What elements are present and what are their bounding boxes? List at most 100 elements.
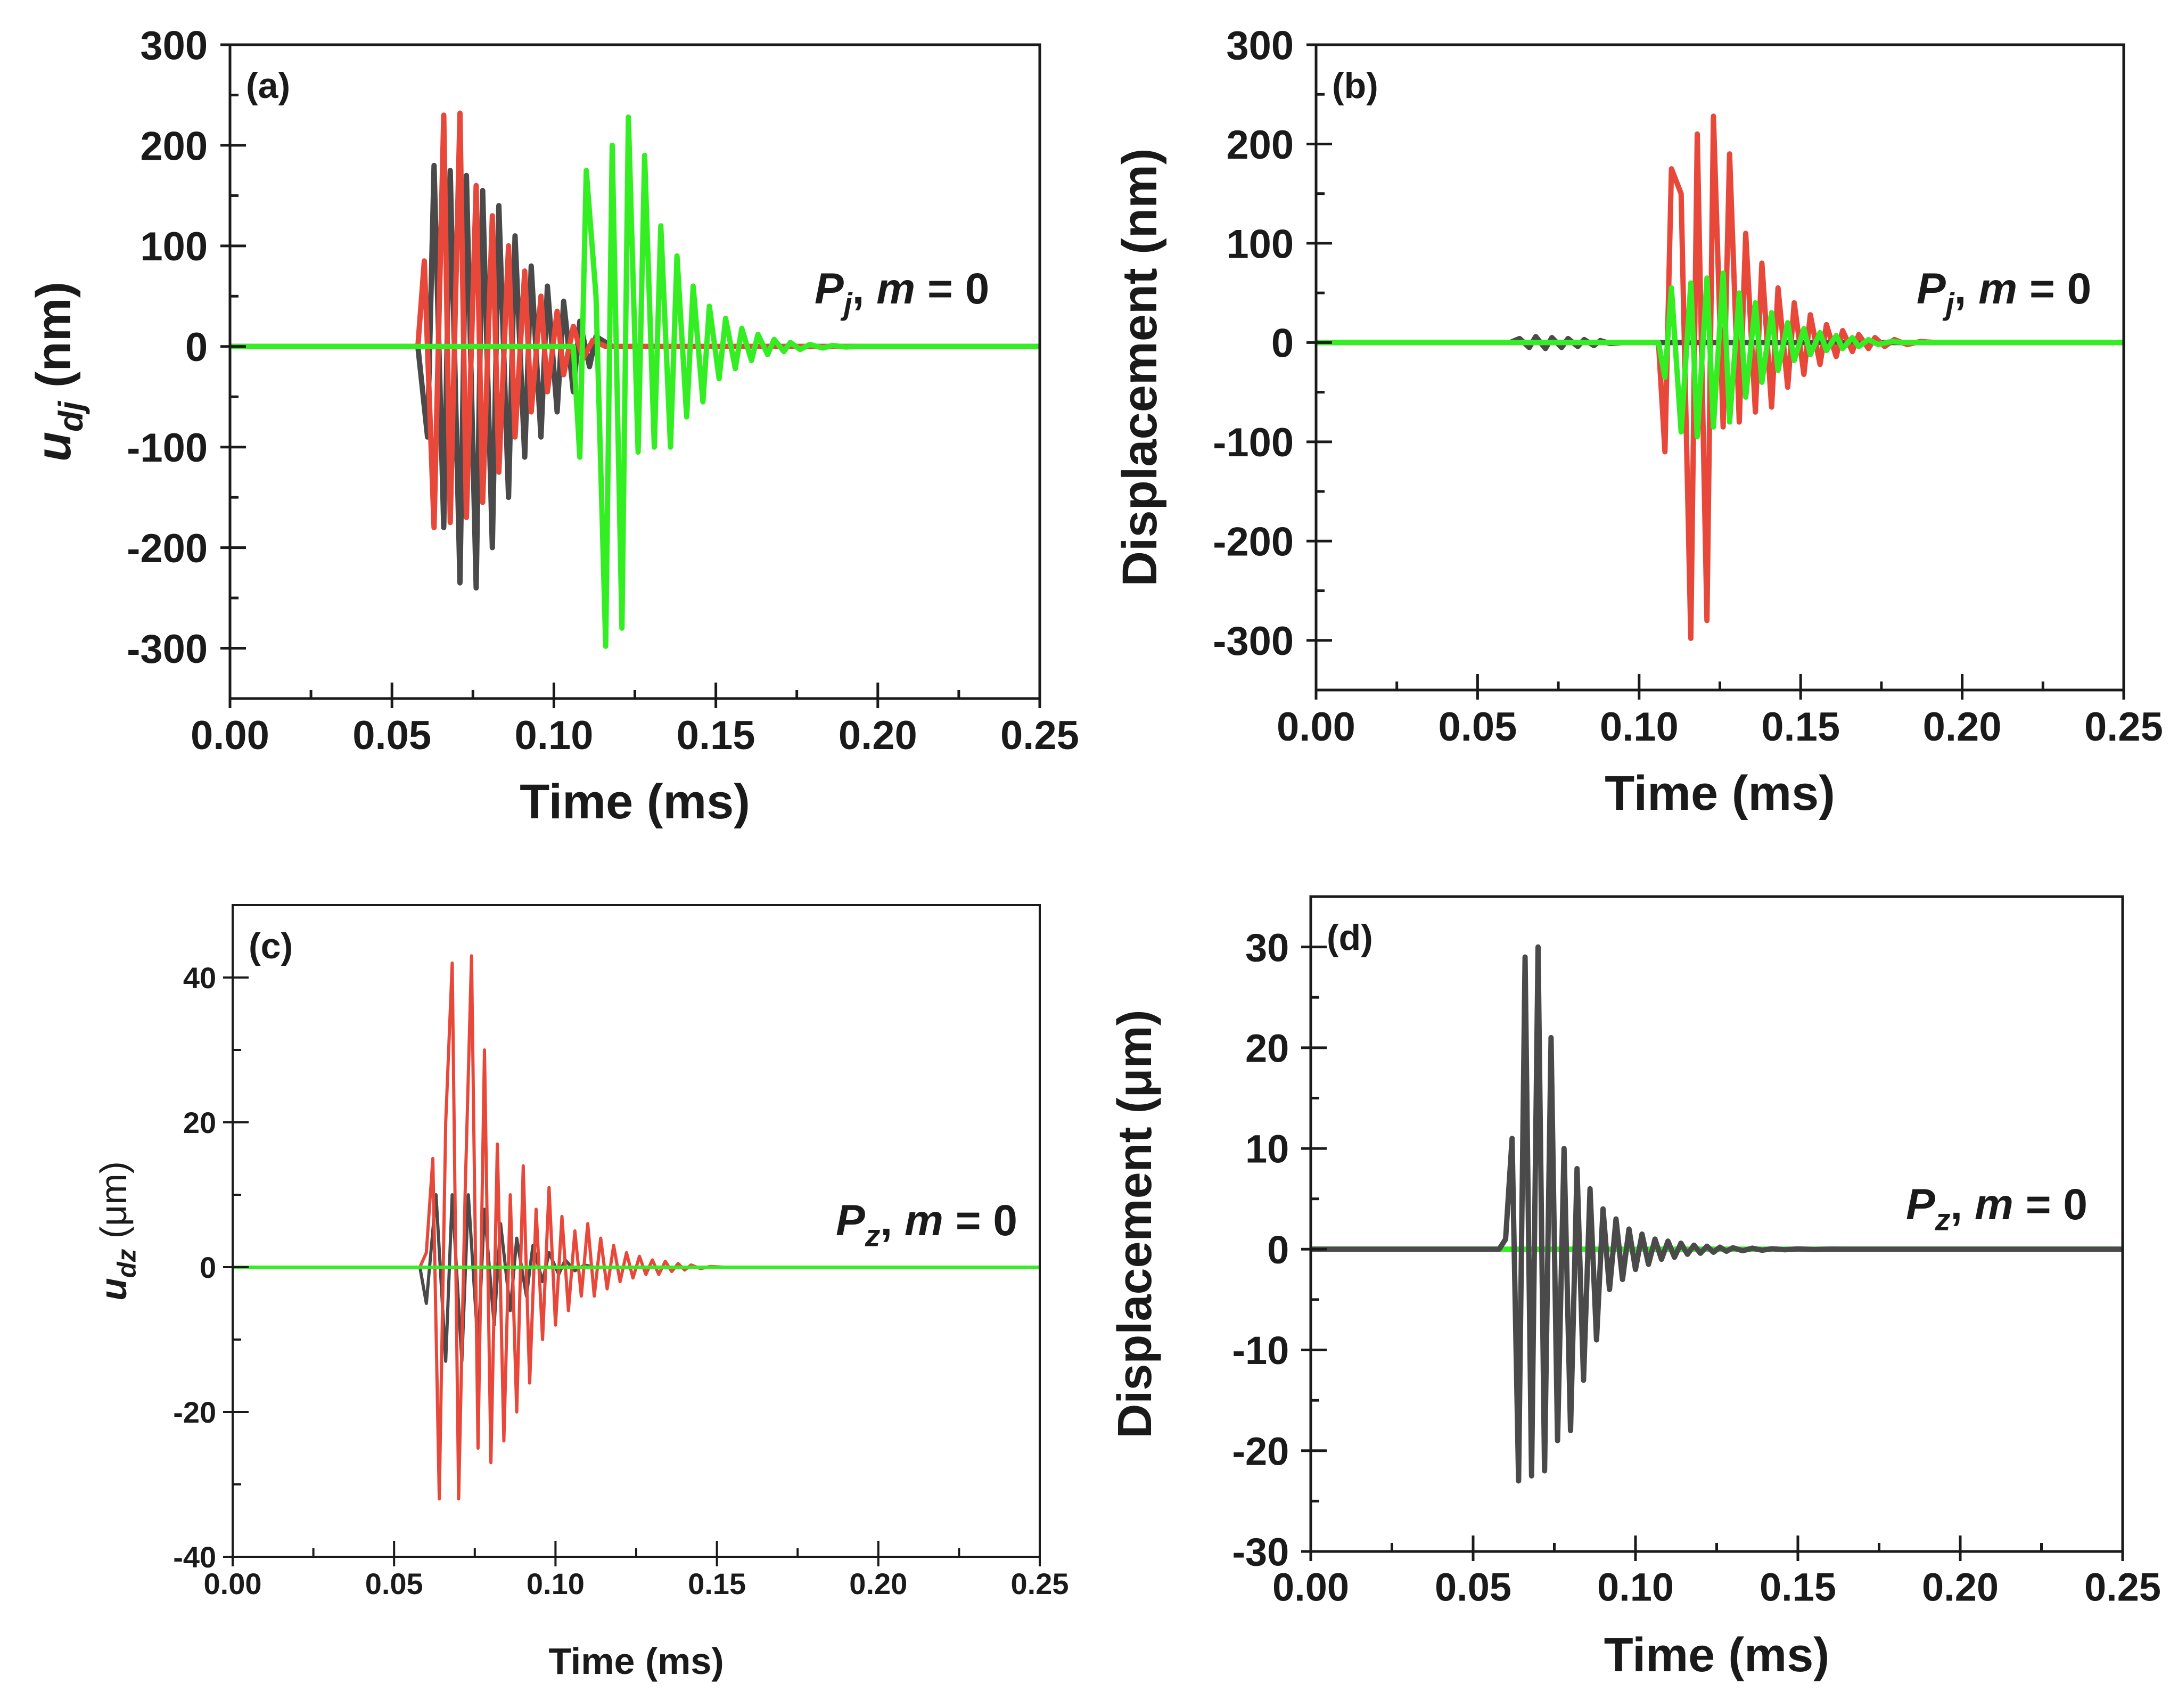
series-annotation: Pz, m = 0 (836, 1196, 1017, 1253)
annotation-equals: = 0 (915, 265, 989, 313)
series-group (1316, 113, 2124, 641)
y-axis-title: udj (nm) (27, 282, 90, 462)
annotation-var2: m (876, 265, 915, 313)
annotation-var: P (1917, 265, 1946, 313)
x-tick-label: 0.20 (849, 1567, 907, 1600)
y-tick-label: -200 (1213, 520, 1294, 565)
x-tick-label: 0.20 (1922, 1565, 1999, 1610)
y-tick-label: 40 (183, 961, 216, 995)
y-tick-label: -20 (1232, 1429, 1289, 1473)
x-tick-label: 0.20 (839, 713, 917, 758)
x-tick-label: 0.05 (352, 713, 431, 758)
x-tick-label: 0.05 (1435, 1565, 1511, 1610)
x-tick-label: 0.10 (514, 713, 593, 758)
annotation-subscript: z (865, 1219, 881, 1253)
x-axis-title: Time (ms) (520, 775, 750, 829)
x-tick-label: 0.00 (191, 713, 269, 758)
x-tick-label: 0.15 (1761, 704, 1840, 750)
series-group (233, 954, 1040, 1501)
annotation-var: P (815, 265, 844, 313)
x-tick-label: 0.25 (2084, 704, 2163, 750)
y-tick-label: -40 (173, 1540, 216, 1574)
y-tick-label: -10 (1232, 1328, 1289, 1373)
annotation-var2: m (1975, 1180, 2013, 1229)
y-tick-label: 0 (185, 325, 208, 370)
annotation-equals: = 0 (943, 1196, 1017, 1245)
x-tick-label: 0.15 (677, 713, 755, 758)
x-tick-label: 0.15 (1760, 1565, 1836, 1610)
y-tick-label: 0 (1271, 321, 1294, 366)
annotation-equals: = 0 (2013, 1180, 2087, 1229)
y-tick-label: -30 (1232, 1530, 1289, 1574)
annotation-var2: m (1978, 265, 2017, 313)
y-tick-label: 10 (1245, 1127, 1289, 1171)
x-tick-label: 0.15 (688, 1567, 746, 1600)
annotation-equals: = 0 (2017, 265, 2091, 313)
y-tick-label: 0 (1267, 1228, 1289, 1272)
x-tick-label: 0.20 (1923, 704, 2002, 750)
x-tick-label: 0.10 (1597, 1565, 1674, 1610)
x-tick-label: 0.10 (527, 1567, 585, 1600)
y-axis-title-unit: (μm) (93, 1161, 134, 1249)
y-axis-title: Displacement (μm) (1108, 1009, 1162, 1438)
y-tick-label: -20 (173, 1395, 216, 1429)
annotation-subscript: z (1935, 1203, 1951, 1237)
annotation-separator: , (1954, 265, 1979, 313)
y-axis-title: udz (μm) (93, 1161, 142, 1301)
chart-panel-b: 0.00 0.05 0.10 0.15 0.20 0.25 -300 -200 -100 0 100… (1113, 23, 2163, 820)
y-tick-label: 20 (183, 1106, 216, 1139)
annotation-separator: , (1950, 1180, 1975, 1229)
series-line-red (233, 954, 1040, 1501)
series-group (1311, 944, 2123, 1484)
y-tick-label: 100 (1226, 221, 1294, 267)
y-axis-title-symbol: u (27, 432, 81, 462)
y-tick-label: 30 (1245, 925, 1289, 970)
chart-panel-a: 0.00 0.05 0.10 0.15 0.20 0.25 -300 -200 -100 0 100… (27, 23, 1079, 829)
x-tick-label: 0.00 (1277, 704, 1355, 750)
series-line-gray (1311, 944, 2123, 1484)
chart-panel-d: 0.00 0.05 0.10 0.15 0.20 0.25 -30 -20 -10 0 10 20 30… (1108, 895, 2161, 1682)
y-axis-title-subscript: dz (113, 1249, 142, 1278)
annotation-var: P (1906, 1180, 1935, 1229)
annotation-var2: m (905, 1196, 943, 1245)
x-tick-label: 0.00 (1272, 1565, 1349, 1610)
series-line-green (1316, 270, 2124, 440)
y-tick-label: 100 (140, 224, 208, 269)
panel-label: (d) (1327, 917, 1373, 958)
x-tick-label: 0.00 (204, 1567, 262, 1600)
y-tick-label: -200 (127, 526, 208, 571)
series-line-red (230, 110, 1040, 530)
annotation-var: P (836, 1196, 865, 1245)
y-axis-title-symbol: u (93, 1278, 134, 1301)
x-axis-title: Time (ms) (1605, 766, 1835, 820)
annotation-separator: , (880, 1196, 905, 1245)
series-line-red (1316, 113, 2124, 641)
y-tick-label: 20 (1245, 1026, 1289, 1070)
x-tick-label: 0.25 (2084, 1565, 2161, 1610)
y-tick-label: -100 (127, 425, 208, 471)
x-tick-label: 0.25 (1011, 1567, 1069, 1600)
x-axis-title: Time (ms) (548, 1640, 724, 1682)
panel-label: (a) (246, 65, 290, 106)
series-annotation: Pj, m = 0 (1917, 265, 2091, 322)
series-line-green (230, 114, 1040, 649)
x-axis-title: Time (ms) (1604, 1629, 1829, 1682)
y-axis-title: Displacement (nm) (1113, 148, 1167, 586)
y-tick-label: 300 (1226, 23, 1294, 68)
x-tick-label: 0.05 (365, 1567, 423, 1600)
series-group (230, 110, 1040, 649)
y-tick-label: 200 (140, 124, 208, 169)
y-axis-title-subscript: dj (52, 401, 90, 432)
y-tick-label: -300 (127, 627, 208, 672)
y-tick-label: 200 (1226, 122, 1294, 168)
x-tick-label: 0.25 (1000, 713, 1079, 758)
series-annotation: Pz, m = 0 (1906, 1180, 2087, 1237)
y-tick-label: 300 (140, 23, 208, 68)
panel-label: (c) (249, 926, 293, 966)
series-annotation: Pj, m = 0 (815, 265, 989, 322)
chart-panel-c: 0.00 0.05 0.10 0.15 0.20 0.25 -40 -20 0 20 40 Time … (93, 904, 1069, 1682)
y-tick-label: -300 (1213, 619, 1294, 664)
y-tick-label: -100 (1213, 420, 1294, 465)
panel-label: (b) (1332, 65, 1378, 106)
